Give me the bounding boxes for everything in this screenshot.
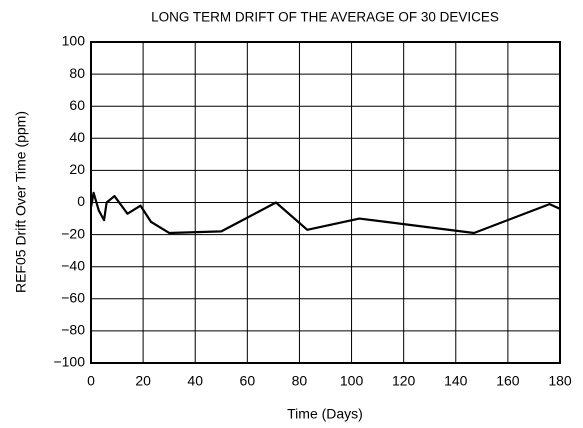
x-tick-label: 120 xyxy=(392,373,416,389)
x-axis-label: Time (Days) xyxy=(287,406,363,422)
x-tick-label: 100 xyxy=(340,373,364,389)
y-tick-label: 100 xyxy=(62,33,86,49)
y-tick-label: 60 xyxy=(69,97,85,113)
y-axis-label: REF05 Drift Over Time (ppm) xyxy=(13,111,29,293)
y-tick-label: 20 xyxy=(69,161,85,177)
y-tick-label: −40 xyxy=(61,257,85,273)
y-tick-label: 0 xyxy=(77,193,85,209)
x-tick-label: 140 xyxy=(444,373,468,389)
x-tick-label: 20 xyxy=(135,373,151,389)
chart-title: LONG TERM DRIFT OF THE AVERAGE OF 30 DEV… xyxy=(151,10,499,25)
x-tick-label: 0 xyxy=(87,373,95,389)
x-tick-label: 180 xyxy=(548,373,572,389)
x-tick-label: 40 xyxy=(187,373,203,389)
y-tick-label: −80 xyxy=(61,322,85,338)
x-tick-label: 60 xyxy=(240,373,256,389)
y-tick-label: −20 xyxy=(61,225,85,241)
data-line xyxy=(89,191,561,235)
x-tick-label: 80 xyxy=(292,373,308,389)
y-tick-label: 40 xyxy=(69,129,85,145)
y-tick-label: 80 xyxy=(69,65,85,81)
y-tick-label: −60 xyxy=(61,290,85,306)
y-tick-label: −100 xyxy=(53,354,85,370)
x-tick-label: 160 xyxy=(496,373,520,389)
